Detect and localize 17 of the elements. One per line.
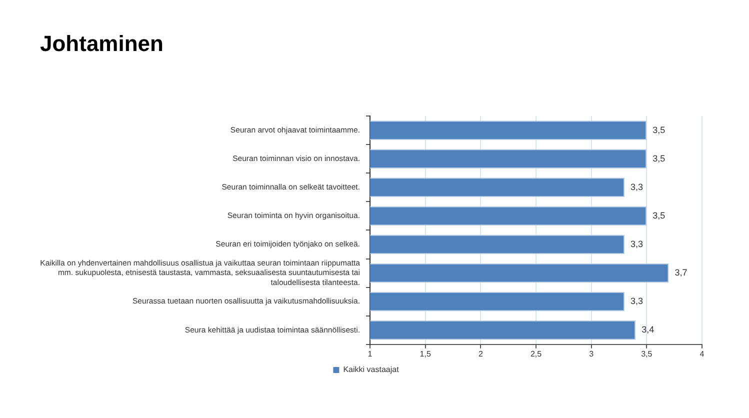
data-label: 3,5 (652, 124, 666, 135)
data-label: 3,3 (630, 296, 644, 306)
x-tick-label: 1,5 (420, 349, 432, 358)
data-label: 3,5 (652, 153, 666, 164)
data-label: 3,7 (674, 268, 688, 278)
legend-label: Kaikki vastaajat (343, 365, 400, 374)
text: Johtaminen (40, 31, 164, 56)
x-tick-label: 3 (589, 349, 594, 358)
data-label: 3,3 (630, 182, 644, 192)
x-tick-label: 2 (478, 349, 484, 358)
data-label: 3,4 (642, 324, 654, 335)
x-tick-label: 4 (700, 349, 705, 358)
x-tick-label: 3,5 (641, 349, 653, 358)
x-tick-label: 2,5 (530, 349, 542, 358)
x-tick-label: 1 (368, 349, 373, 358)
data-label: 3,3 (630, 238, 644, 249)
data-label: 3,5 (652, 210, 666, 220)
